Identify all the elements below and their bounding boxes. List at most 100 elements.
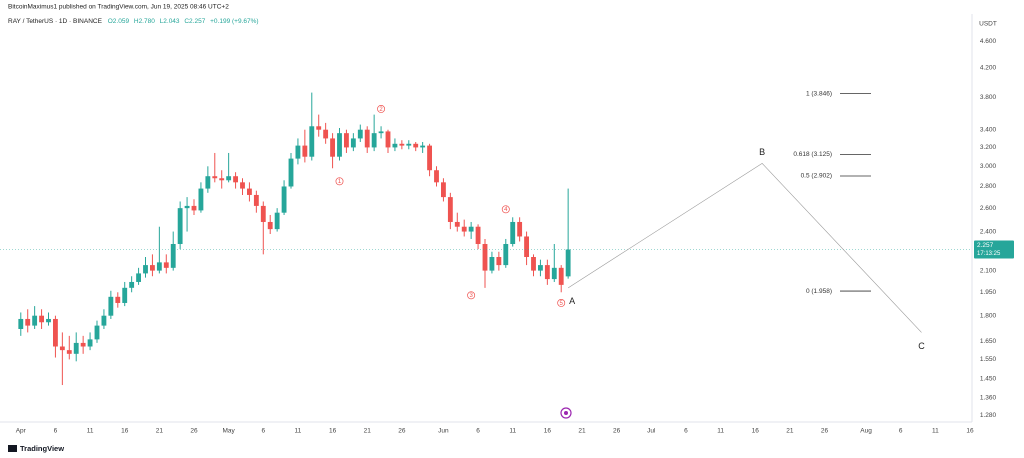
wave-count-circle xyxy=(377,104,386,113)
candle-body xyxy=(94,325,100,340)
candle-body xyxy=(531,257,536,271)
x-tick-label: 26 xyxy=(190,428,198,435)
candle-body xyxy=(350,138,356,148)
candle-body xyxy=(454,221,460,227)
candle-body xyxy=(177,208,183,245)
fib-label: 0 (1.958) xyxy=(806,288,832,295)
candle-body xyxy=(156,262,162,271)
ohlc-high: H2.780 xyxy=(134,18,155,25)
candle-body xyxy=(39,315,44,323)
candle-body xyxy=(274,212,280,230)
wave-count-circle xyxy=(557,299,566,307)
x-tick-label: 6 xyxy=(684,428,688,435)
candle-body xyxy=(101,315,107,326)
x-tick-label: 11 xyxy=(509,428,516,435)
candle-body xyxy=(323,129,329,139)
candle-body xyxy=(503,244,509,266)
candle-body xyxy=(281,186,287,213)
candle-body xyxy=(489,257,495,271)
candle-body xyxy=(247,188,252,195)
y-tick-label: 3.200 xyxy=(980,144,997,151)
wave-count-label: 5 xyxy=(560,301,564,307)
x-tick-label: 26 xyxy=(398,428,406,435)
x-tick-label: Apr xyxy=(16,428,27,435)
candle-body xyxy=(80,342,86,347)
candle-body xyxy=(219,178,225,181)
candle-body xyxy=(122,287,128,303)
candle-body xyxy=(496,257,502,266)
candle-body xyxy=(212,176,218,179)
candle-body xyxy=(565,249,571,277)
candle-body xyxy=(150,265,155,271)
y-tick-label: 1.450 xyxy=(980,376,997,383)
candle-body xyxy=(191,205,197,211)
x-tick-label: 11 xyxy=(295,428,302,435)
x-tick-label: 11 xyxy=(717,428,724,435)
candle-body xyxy=(524,236,529,258)
candle-body xyxy=(344,133,349,148)
candle-body xyxy=(240,182,245,189)
wave-label: C xyxy=(918,341,925,351)
wave-label: A xyxy=(569,296,575,306)
price-label-box xyxy=(974,240,1014,259)
x-tick-label: 11 xyxy=(87,428,94,435)
abc-projection xyxy=(567,163,922,333)
event-icon-dot xyxy=(564,411,568,415)
candle-body xyxy=(420,145,426,148)
x-tick-label: 11 xyxy=(932,428,939,435)
wave-count-label: 1 xyxy=(338,179,342,185)
candle-body xyxy=(288,158,294,187)
y-tick-label: 3.400 xyxy=(980,126,997,133)
candle-body xyxy=(330,138,335,157)
candle-body xyxy=(205,176,211,189)
x-tick-label: 6 xyxy=(54,428,58,435)
candle-body xyxy=(385,131,391,148)
candle-body xyxy=(163,262,169,268)
wave-label: B xyxy=(759,147,765,157)
candle-body xyxy=(46,318,51,323)
candle-body xyxy=(184,205,190,209)
candle-body xyxy=(468,226,474,232)
candle-body xyxy=(392,143,398,148)
ohlc-change: +0.199 (+9.67%) xyxy=(210,18,258,25)
y-tick-label: 2.800 xyxy=(980,183,997,190)
candle-body xyxy=(406,143,412,146)
candle-body xyxy=(267,221,273,230)
x-tick-label: 6 xyxy=(899,428,903,435)
candle-body xyxy=(399,143,405,146)
candle-body xyxy=(427,145,432,171)
wave-count-label: 2 xyxy=(379,107,383,113)
candle-body xyxy=(170,244,176,268)
candle-body xyxy=(18,318,24,329)
wave-count-circle xyxy=(467,291,476,300)
ohlc-close: C2.257 xyxy=(184,18,205,25)
y-tick-label: 1.280 xyxy=(980,412,997,419)
candle-body xyxy=(316,126,322,130)
candle-body xyxy=(378,131,384,134)
y-tick-label: 2.400 xyxy=(980,228,997,235)
x-tick-label: 16 xyxy=(329,428,337,435)
y-tick-label: 3.800 xyxy=(980,94,997,101)
x-tick-label: 21 xyxy=(156,428,164,435)
y-tick-label: 1.800 xyxy=(980,312,997,319)
x-tick-label: Jul xyxy=(647,428,656,435)
candle-body xyxy=(447,197,453,222)
ohlc-open: O2.059 xyxy=(108,18,130,25)
y-tick-label: 2.100 xyxy=(980,267,997,274)
candle-body xyxy=(538,265,543,271)
x-tick-label: 6 xyxy=(476,428,480,435)
candle-body xyxy=(461,226,467,232)
fib-label: 0.5 (2.902) xyxy=(801,173,832,180)
logo-text: TradingView xyxy=(20,444,64,453)
y-tick-label: 4.200 xyxy=(980,65,997,72)
wave-count-circle xyxy=(501,205,510,214)
ohlc-low: L2.043 xyxy=(160,18,180,25)
candle-body xyxy=(309,126,315,157)
y-tick-label: 4.600 xyxy=(980,38,997,45)
candle-body xyxy=(143,265,148,274)
x-tick-label: 26 xyxy=(821,428,829,435)
candle-body xyxy=(337,133,342,157)
candle-body xyxy=(198,188,204,211)
candle-body xyxy=(441,182,446,198)
candle-body xyxy=(66,350,72,354)
